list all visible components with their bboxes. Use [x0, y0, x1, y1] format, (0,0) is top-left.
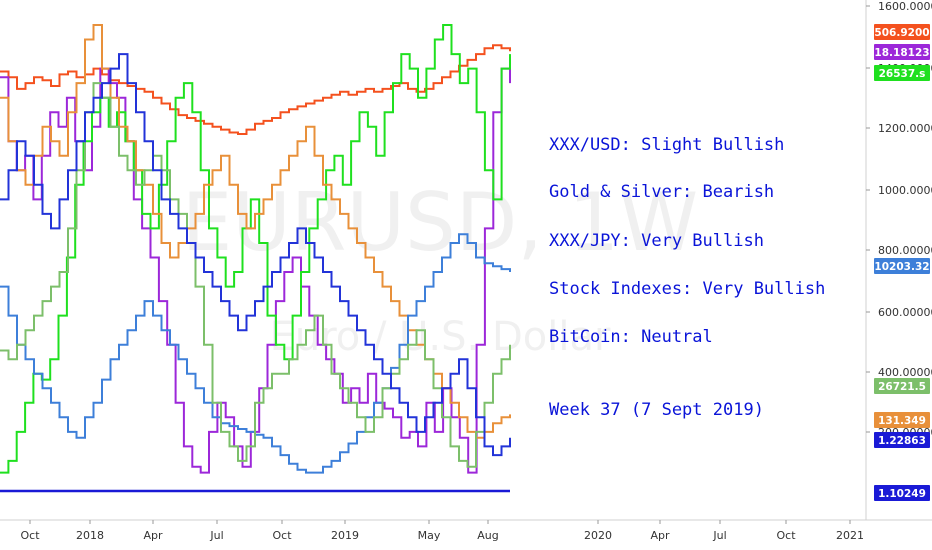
price-label: 18.18123 [874, 44, 930, 60]
price-label: 131.349 [874, 412, 930, 428]
time-axis[interactable]: Oct 2018 Apr Jul Oct 2019 May Aug 2020 Apr Jul Oct 2… [0, 519, 932, 542]
x-tick-label: May [418, 529, 441, 542]
annotation-text: XXX/USD: Slight Bullish [549, 135, 784, 155]
y-tick-label: 1000.00000 [878, 184, 932, 197]
x-tick-label: Apr [650, 529, 670, 542]
y-tick-label: 1200.00000 [878, 122, 932, 135]
price-label: 1.10249 [874, 485, 930, 501]
x-tick-label: 2019 [331, 529, 359, 542]
price-label-bg [874, 485, 930, 501]
price-label-text: 26721.5 [878, 381, 926, 393]
x-tick-label: Aug [477, 529, 498, 542]
price-label: 10203.32 [874, 258, 930, 274]
series-layer [0, 24, 511, 474]
y-tick-label: 600.00000 [878, 306, 932, 319]
series-line [0, 53, 511, 457]
price-label-text: 10203.32 [874, 261, 929, 273]
price-label-text: 1.22863 [878, 435, 926, 447]
x-tick-label: 2020 [584, 529, 612, 542]
x-tick-label: 2021 [836, 529, 864, 542]
price-labels: 1506.92000 18.18123 26537.s 10203.32 26721.5… [867, 24, 932, 501]
x-tick-label: Oct [20, 529, 40, 542]
x-tick-label: 2018 [76, 529, 104, 542]
x-tick-label: Apr [143, 529, 163, 542]
price-label-text: 18.18123 [874, 47, 929, 59]
y-tick-label: 400.00000 [878, 366, 932, 379]
price-label-bg [874, 378, 930, 394]
price-label-bg [874, 412, 930, 428]
series-line [0, 24, 511, 474]
x-tick-label: Jul [712, 529, 726, 542]
price-label-bg [874, 65, 930, 81]
price-label-bg [874, 258, 930, 274]
price-label-text: 1506.92000 [867, 27, 932, 39]
price-label-bg [874, 432, 930, 448]
annotation-text: Stock Indexes: Very Bullish [549, 279, 825, 299]
annotations: XXX/USD: Slight Bullish Gold & Silver: Be… [549, 135, 825, 420]
price-label: 26537.s [874, 65, 930, 81]
y-tick-label: 800.00000 [878, 244, 932, 257]
annotation-text: Gold & Silver: Bearish [549, 182, 774, 202]
price-label-text: 131.349 [878, 415, 926, 427]
price-label-text: 1.10249 [878, 488, 926, 500]
x-tick-label: Oct [776, 529, 796, 542]
price-label: 1.22863 [874, 432, 930, 448]
price-label-bg [874, 44, 930, 60]
price-label: 1506.92000 [867, 24, 932, 40]
annotation-text: Week 37 (7 Sept 2019) [549, 400, 764, 420]
annotation-text: XXX/JPY: Very Bullish [549, 231, 764, 251]
y-tick-label: 1600.00000 [878, 0, 932, 13]
price-label-text: 26537.s [879, 68, 926, 80]
annotation-text: BitCoin: Neutral [549, 327, 713, 347]
x-tick-label: Oct [272, 529, 292, 542]
x-tick-label: Jul [209, 529, 223, 542]
price-label-bg [874, 24, 930, 40]
price-label: 26721.5 [874, 378, 930, 394]
